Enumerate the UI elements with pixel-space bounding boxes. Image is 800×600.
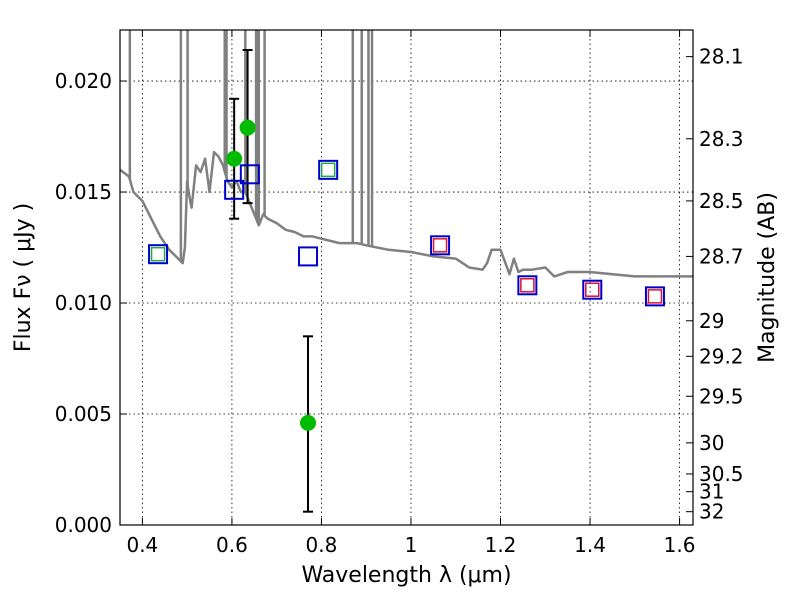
y2-tick-label: 30.5: [699, 462, 744, 486]
x-tick-label: 1.6: [664, 533, 696, 557]
model-photometry-box: [148, 244, 169, 265]
grid-layer: [120, 30, 693, 526]
y-tick-label: 0.000: [55, 513, 112, 537]
model-photometry-box: [318, 159, 339, 180]
y2-axis-title: Magnitude (AB): [755, 192, 780, 363]
detection-point: [300, 414, 317, 431]
y2-tick-label: 31: [699, 480, 724, 504]
x-tick-label: 0.4: [126, 533, 158, 557]
y2-tick-label: 28.7: [699, 244, 744, 268]
model-photometry-box: [517, 275, 538, 296]
x-tick-label: 1.2: [485, 533, 517, 557]
observed-box-red: [520, 278, 535, 293]
detection-point: [226, 150, 243, 167]
y2-tick-label: 29.5: [699, 384, 744, 408]
observed-box-green: [320, 162, 336, 178]
y-tick-label: 0.005: [55, 402, 112, 426]
observed-box-red: [432, 238, 448, 253]
y2-tick-label: 30: [699, 431, 724, 455]
model-spectrum-line: [120, 150, 693, 278]
tick-layer: 0.4 0.6 0.8 1 1.2 1.4 1.6 0.000 0.005 0.010 0.015 0…: [55, 30, 744, 557]
observed-box-red: [585, 282, 600, 297]
model-photometry-box: [430, 235, 451, 256]
y2-tick-label: 28.3: [699, 127, 744, 151]
model-photometry-box: [239, 164, 260, 185]
plot-content: [120, 30, 693, 513]
x-tick-label: 1.4: [574, 533, 606, 557]
observed-box-green: [150, 246, 166, 262]
x-tick-label: 0.6: [216, 533, 248, 557]
x-tick-label: 0.8: [306, 533, 338, 557]
model-photometry-box: [298, 246, 319, 267]
model-photometry-box: [224, 179, 245, 200]
y2-tick-label: 28.5: [699, 189, 744, 213]
observed-box-red: [647, 289, 663, 304]
y-tick-label: 0.015: [55, 180, 112, 204]
x-axis-title: Wavelength λ (μm): [301, 563, 511, 588]
plot-frame: [119, 29, 694, 526]
y2-tick-label: 29.2: [699, 344, 744, 368]
detection-point: [239, 119, 256, 136]
y2-tick-label: 28.1: [699, 45, 744, 69]
y-axis-title: Flux Fν ( μJy ): [11, 203, 36, 352]
model-photometry-box: [582, 279, 603, 300]
y2-tick-label: 29: [699, 309, 724, 333]
x-tick-label: 1: [405, 533, 418, 557]
y-tick-label: 0.010: [55, 291, 112, 315]
model-photometry-box: [644, 286, 665, 307]
y2-tick-label: 32: [699, 500, 724, 524]
y-tick-label: 0.020: [55, 69, 112, 93]
